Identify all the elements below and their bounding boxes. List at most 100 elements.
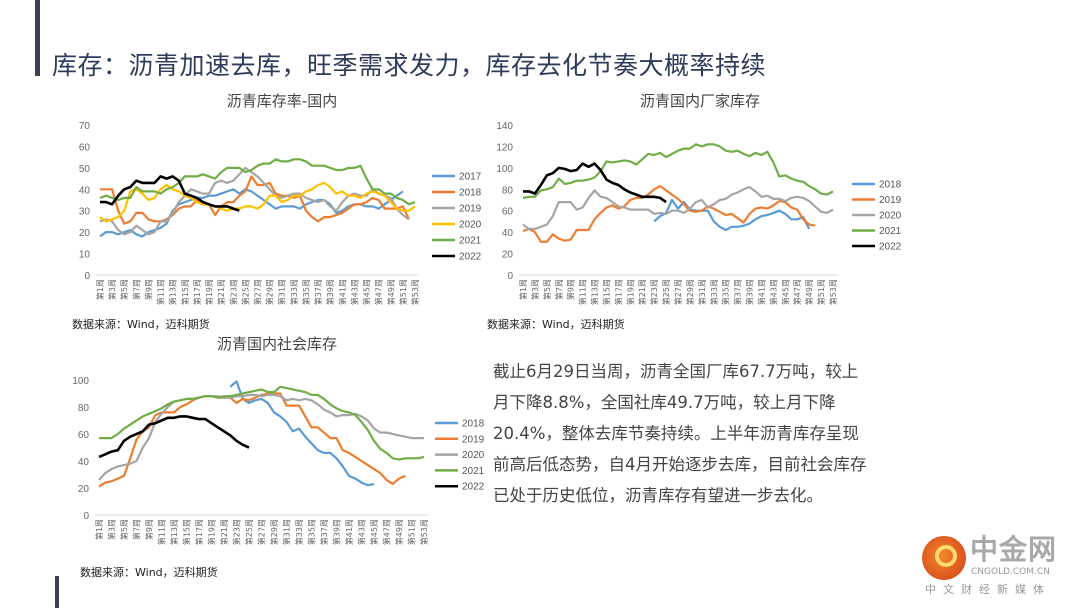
- chart2-x-tick: 第49周: [804, 279, 814, 305]
- chart1-source: 数据来源：Wind，迈科期货: [72, 318, 210, 331]
- chart3-x-tick: 第7周: [132, 519, 142, 540]
- chart2-y-tick: 100: [496, 164, 513, 175]
- chart2-title: 沥青国内厂家库存: [639, 92, 761, 110]
- chart1-x-tick: 第7周: [131, 279, 141, 300]
- chart3-title: 沥青国内社会库存: [216, 335, 338, 353]
- chart1-legend-label-2021: 2021: [459, 236, 482, 247]
- chart1-series-2019: [99, 166, 410, 236]
- chart1-legend-label-2022: 2022: [459, 252, 482, 263]
- chart2-x-tick: 第35周: [721, 279, 731, 305]
- chart1-x-tick: 第25周: [240, 279, 250, 305]
- chart1-x-tick: 第39周: [325, 279, 335, 305]
- chart3-x-tick: 第9周: [144, 519, 154, 540]
- summary-paragraph: 截止6月29日当周，沥青全国厂库67.7万吨，较上月下降8.8%，全国社库49.…: [493, 362, 867, 505]
- chart3-series-2019: [98, 392, 406, 488]
- chart2-legend-label-2019: 2019: [879, 195, 902, 206]
- chart1-x-tick: 第23周: [228, 279, 238, 305]
- chart2-x-tick: 第9周: [566, 279, 576, 300]
- chart2-legend-label-2020: 2020: [879, 211, 902, 222]
- chart2-x-tick: 第25周: [661, 279, 671, 305]
- chart3-y-tick: 0: [83, 511, 89, 522]
- chart2-y-tick: 0: [507, 271, 513, 282]
- chart3-x-tick: 第51周: [407, 519, 417, 545]
- chart3-y-tick: 60: [78, 430, 90, 441]
- chart3-y-tick: 100: [72, 376, 89, 387]
- chart3-x-tick: 第37周: [319, 519, 329, 545]
- chart1-series-2018: [100, 175, 410, 225]
- chart2-x-tick: 第5周: [542, 279, 552, 300]
- chart1-series-2022: [100, 175, 240, 212]
- chart1-legend-label-2020: 2020: [459, 220, 482, 231]
- chart2-series-2019: [522, 185, 816, 243]
- chart3-y-tick: 80: [78, 403, 90, 414]
- chart1-series-2021: [99, 158, 416, 206]
- chart3-legend-label-2020: 2020: [462, 450, 485, 461]
- chart1-x-tick: 第9周: [143, 279, 153, 300]
- chart3-legend-label-2022: 2022: [462, 482, 485, 493]
- chart2-y-tick: 60: [502, 207, 514, 218]
- chart2-x-tick: 第47周: [792, 279, 802, 305]
- chart2-x-tick: 第19周: [625, 279, 635, 305]
- chart3-x-tick: 第5周: [119, 519, 129, 540]
- chart2-y-tick: 20: [502, 250, 514, 261]
- chart1-x-tick: 第15周: [180, 279, 190, 305]
- chart2-y-tick: 140: [496, 121, 513, 132]
- chart1-x-tick: 第3周: [107, 279, 117, 300]
- chart3-x-tick: 第53周: [419, 519, 429, 545]
- chart1-x-tick: 第33周: [289, 279, 299, 305]
- chart3-series-2021: [99, 385, 425, 461]
- chart3-y-tick: 40: [78, 457, 90, 468]
- chart2-legend-label-2018: 2018: [879, 180, 902, 191]
- chart2-x-tick: 第29周: [685, 279, 695, 305]
- chart2-x-tick: 第53周: [828, 279, 838, 305]
- chart2-x-tick: 第13周: [590, 279, 600, 305]
- chart3-series-2022: [98, 415, 250, 459]
- chart2-x-tick: 第23周: [649, 279, 659, 305]
- watermark: 中金网 CNGOLD.COM.CN 中文财经新媒体: [915, 535, 1080, 608]
- chart3-x-tick: 第35周: [307, 519, 317, 545]
- chart3-y-tick: 20: [78, 484, 90, 495]
- chart2-x-tick: 第33周: [709, 279, 719, 305]
- chart1-legend-label-2018: 2018: [459, 188, 482, 199]
- chart3-x-tick: 第11周: [157, 519, 167, 545]
- chart2-y-tick: 120: [496, 142, 513, 153]
- chart1-x-tick: 第5周: [119, 279, 129, 300]
- chart2-x-tick: 第11周: [578, 279, 588, 305]
- chart3-x-tick: 第49周: [394, 519, 404, 545]
- chart1-x-tick: 第45周: [362, 279, 372, 305]
- chart2-x-tick: 第51周: [816, 279, 826, 305]
- chart2-x-tick: 第21周: [637, 279, 647, 305]
- chart1-x-tick: 第11周: [156, 279, 166, 305]
- chart1-x-tick: 第47周: [374, 279, 384, 305]
- chart1-x-tick: 第27周: [253, 279, 263, 305]
- chart1-y-tick: 40: [79, 185, 91, 196]
- chart3-series-2020: [98, 393, 424, 481]
- slide-title: 库存：沥青加速去库，旺季需求发力，库存去化节奏大概率持续: [52, 51, 767, 80]
- chart1-x-tick: 第31周: [277, 279, 287, 305]
- watermark-en: CNGOLD.COM.CN: [971, 567, 1050, 577]
- chart3-x-tick: 第1周: [94, 519, 104, 540]
- chart1-title: 沥青库存率-国内: [226, 92, 338, 110]
- chart3-x-tick: 第27周: [257, 519, 267, 545]
- chart2-y-tick: 40: [502, 228, 514, 239]
- chart3-x-tick: 第29周: [269, 519, 279, 545]
- chart3-legend-label-2018: 2018: [462, 419, 485, 430]
- chart1-legend-label-2019: 2019: [459, 204, 482, 215]
- chart1-x-tick: 第53周: [410, 279, 420, 305]
- cngold-logo-icon: [922, 536, 966, 580]
- chart3-series-2018: [229, 380, 375, 487]
- chart1-y-tick: 30: [79, 207, 91, 218]
- chart2-x-tick: 第27周: [673, 279, 683, 305]
- chart1-y-tick: 50: [79, 164, 91, 175]
- chart3-x-tick: 第17周: [194, 519, 204, 545]
- chart2-x-tick: 第15周: [601, 279, 611, 305]
- chart2-series-2018: [653, 198, 811, 232]
- chart2-series-2022: [523, 162, 667, 204]
- chart2-x-tick: 第37周: [733, 279, 743, 305]
- chart2-x-tick: 第41周: [756, 279, 766, 305]
- chart1-x-tick: 第19周: [204, 279, 214, 305]
- chart2-series-2020: [522, 186, 834, 230]
- chart3-x-tick: 第31周: [282, 519, 292, 545]
- chart2-source: 数据来源：Wind，迈科期货: [487, 318, 625, 331]
